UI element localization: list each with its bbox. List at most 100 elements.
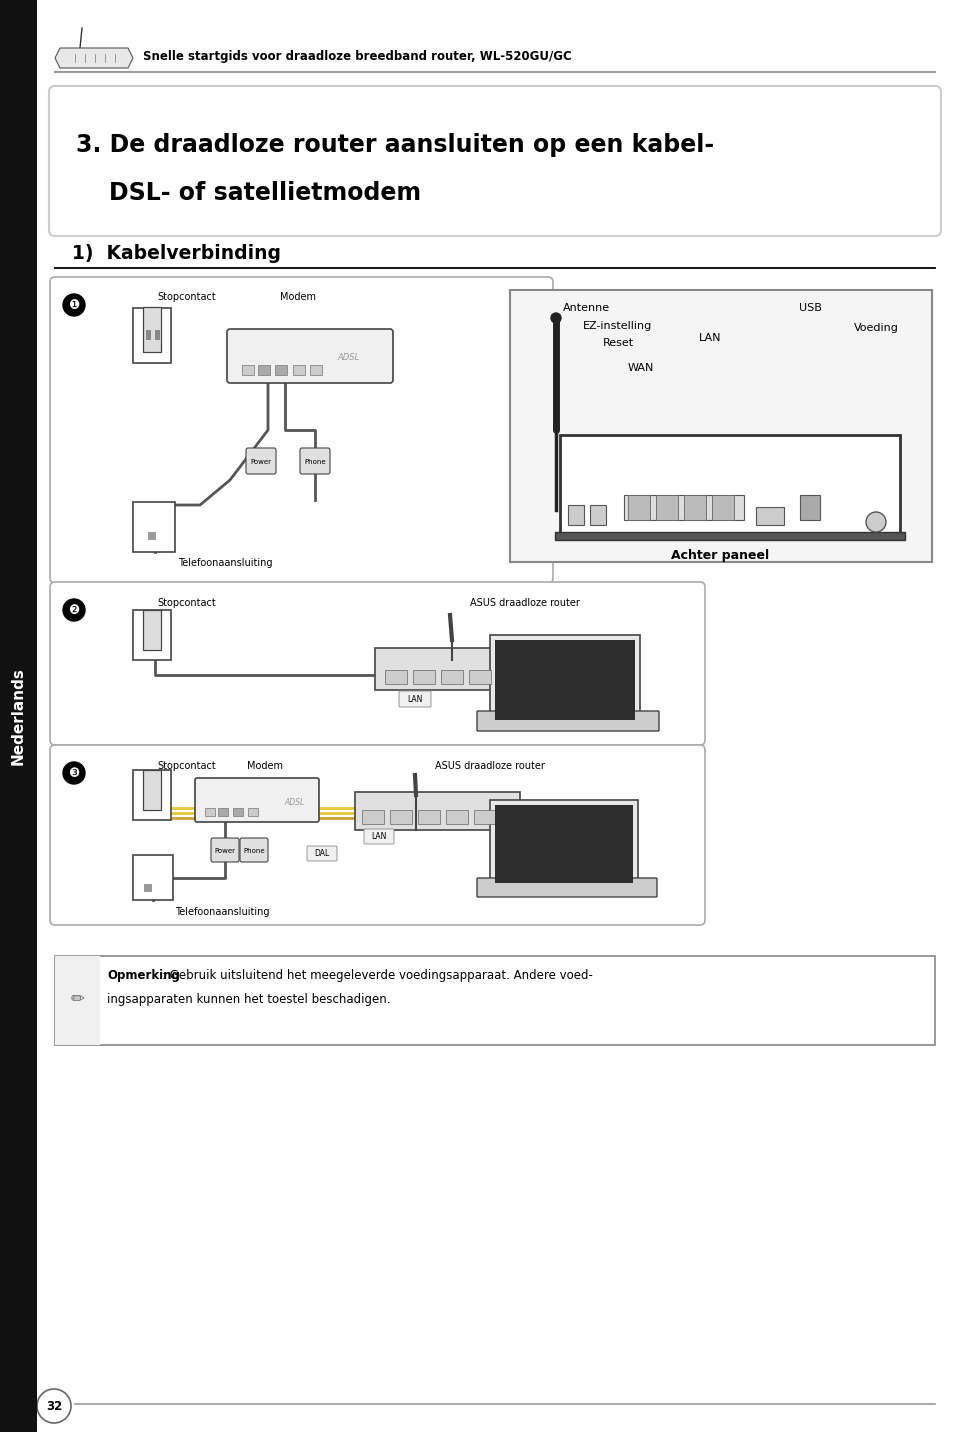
Text: Modem: Modem	[247, 760, 283, 770]
Bar	[474, 811, 496, 823]
Text: Telefoonaansluiting: Telefoonaansluiting	[178, 558, 273, 569]
Bar	[132, 770, 171, 821]
Bar	[555, 533, 904, 540]
Text: Phone: Phone	[243, 848, 265, 853]
Text: Antenne: Antenne	[562, 304, 610, 314]
Text: Stopcontact: Stopcontact	[157, 599, 215, 609]
Bar	[755, 507, 783, 526]
FancyBboxPatch shape	[50, 581, 704, 745]
Text: WAN: WAN	[627, 362, 654, 372]
Text: 32: 32	[46, 1399, 62, 1412]
Text: Voeding: Voeding	[853, 324, 898, 334]
Bar	[385, 670, 407, 684]
Bar	[361, 811, 384, 823]
Bar	[144, 884, 152, 892]
FancyBboxPatch shape	[299, 448, 330, 474]
Text: ASUS draadloze router: ASUS draadloze router	[470, 599, 579, 609]
Text: 3. De draadloze router aansluiten op een kabel-: 3. De draadloze router aansluiten op een…	[76, 133, 714, 158]
Bar	[132, 308, 171, 362]
Bar	[293, 365, 305, 375]
FancyBboxPatch shape	[307, 846, 336, 861]
Bar	[469, 670, 491, 684]
Text: ingsapparaten kunnen het toestel beschadigen.: ingsapparaten kunnen het toestel beschad…	[107, 994, 390, 1007]
Bar	[143, 770, 161, 811]
FancyBboxPatch shape	[240, 838, 268, 862]
Text: Power: Power	[251, 460, 272, 465]
Bar	[132, 855, 172, 899]
FancyBboxPatch shape	[398, 692, 431, 707]
Bar	[440, 670, 462, 684]
Bar	[627, 495, 649, 520]
Circle shape	[551, 314, 560, 324]
FancyBboxPatch shape	[476, 878, 657, 896]
Text: Achter paneel: Achter paneel	[670, 548, 768, 561]
FancyBboxPatch shape	[510, 291, 931, 561]
Bar	[154, 329, 160, 339]
Circle shape	[63, 599, 85, 621]
Bar	[589, 505, 605, 526]
FancyBboxPatch shape	[194, 778, 318, 822]
FancyBboxPatch shape	[50, 276, 553, 583]
FancyBboxPatch shape	[364, 829, 394, 843]
Bar	[205, 808, 214, 816]
Bar	[446, 811, 468, 823]
FancyBboxPatch shape	[246, 448, 275, 474]
Bar	[567, 505, 583, 526]
Text: LAN: LAN	[698, 334, 720, 344]
Text: 1)  Kabelverbinding: 1) Kabelverbinding	[71, 243, 281, 262]
Text: ❷: ❷	[69, 603, 79, 617]
Bar	[375, 649, 569, 690]
Text: Snelle startgids voor draadloze breedband router, WL-520GU/GC: Snelle startgids voor draadloze breedban…	[143, 50, 571, 63]
Bar	[355, 792, 519, 831]
Circle shape	[37, 1389, 71, 1423]
Bar	[146, 329, 151, 339]
Bar	[711, 495, 733, 520]
Polygon shape	[55, 49, 132, 67]
Text: ASUS draadloze router: ASUS draadloze router	[435, 760, 544, 770]
Text: : Gebruik uitsluitend het meegeleverde voedingsapparaat. Andere voed-: : Gebruik uitsluitend het meegeleverde v…	[162, 969, 592, 982]
Text: ADSL: ADSL	[284, 798, 305, 806]
Text: ✏: ✏	[70, 990, 84, 1007]
FancyBboxPatch shape	[476, 712, 659, 730]
Text: Nederlands: Nederlands	[11, 667, 26, 765]
Bar	[274, 365, 287, 375]
Text: Reset: Reset	[602, 338, 634, 348]
Text: EZ-instelling: EZ-instelling	[582, 321, 652, 331]
FancyBboxPatch shape	[50, 745, 704, 925]
Bar	[623, 495, 743, 520]
Text: ❶: ❶	[69, 298, 79, 312]
Bar	[242, 365, 253, 375]
FancyBboxPatch shape	[49, 86, 940, 236]
FancyBboxPatch shape	[227, 329, 393, 382]
Text: Phone: Phone	[304, 460, 326, 465]
Text: Modem: Modem	[280, 292, 315, 302]
Text: LAN: LAN	[371, 832, 386, 841]
Bar	[683, 495, 705, 520]
Text: Stopcontact: Stopcontact	[157, 760, 215, 770]
Bar	[143, 306, 161, 352]
Bar	[524, 670, 546, 684]
Text: Power: Power	[214, 848, 235, 853]
Text: DSL- of satellietmodem: DSL- of satellietmodem	[76, 180, 420, 205]
Text: ADSL: ADSL	[337, 352, 359, 361]
Bar	[490, 800, 638, 888]
Circle shape	[865, 513, 885, 533]
Bar	[143, 610, 161, 650]
Text: Telefoonaansluiting: Telefoonaansluiting	[174, 906, 269, 916]
Text: LAN: LAN	[407, 695, 422, 703]
Bar	[800, 495, 820, 520]
Bar	[495, 805, 633, 884]
FancyBboxPatch shape	[211, 838, 239, 862]
Circle shape	[63, 762, 85, 783]
Bar	[148, 533, 156, 540]
Bar	[497, 670, 518, 684]
Text: Stopcontact: Stopcontact	[157, 292, 215, 302]
Bar	[218, 808, 228, 816]
Bar	[417, 811, 439, 823]
Bar	[0, 0, 37, 1432]
Bar	[132, 610, 171, 660]
Bar	[495, 640, 635, 720]
Circle shape	[63, 294, 85, 316]
Bar	[132, 503, 174, 551]
Bar	[559, 435, 899, 536]
